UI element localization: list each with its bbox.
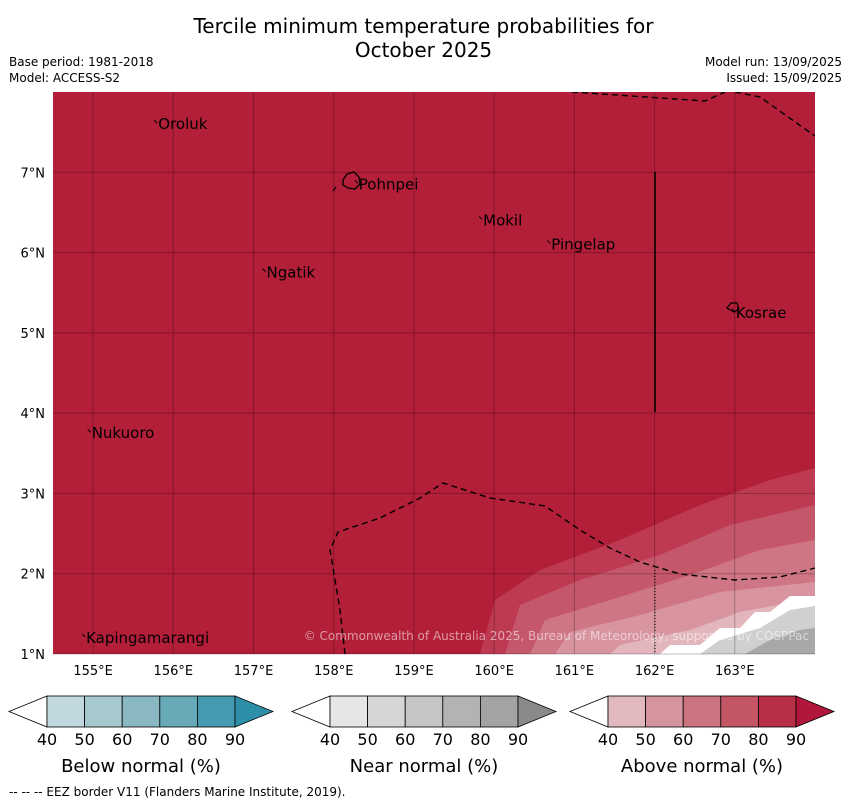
lon-tick-label: 163°E <box>715 664 755 679</box>
colorbar-tick-label: 40 <box>598 730 618 749</box>
colorbar-tick-label: 80 <box>470 730 490 749</box>
colorbar-segment <box>121 695 161 728</box>
colorbar-right-arrow <box>517 695 558 728</box>
colorbar-segment <box>46 695 85 728</box>
colorbar-tick-label: 60 <box>395 730 415 749</box>
title-line-2: October 2025 <box>354 38 493 62</box>
colorbar-segment <box>404 695 444 728</box>
model-run-text: Model run: 13/09/2025 <box>704 55 842 69</box>
place-marker <box>262 268 266 272</box>
issued-text: Issued: 15/09/2025 <box>726 71 842 85</box>
lat-tick-label: 3°N <box>21 487 46 502</box>
colorbar-tick-label: 70 <box>150 730 170 749</box>
colorbar-tick-label: 40 <box>320 730 340 749</box>
colorbar-segment <box>442 695 481 728</box>
colorbar-left-arrow <box>7 695 48 728</box>
colorbar-segment <box>329 695 368 728</box>
lat-tick-label: 6°N <box>21 247 46 262</box>
place-label: Ngatik <box>267 264 316 282</box>
meta-right: Model run: 13/09/2025 Issued: 15/09/2025 <box>705 54 842 86</box>
colorbar-right-arrow <box>795 695 836 728</box>
eez-footnote: -- -- -- EEZ border V11 (Flanders Marine… <box>9 785 346 799</box>
lon-tick-label: 160°E <box>474 664 514 679</box>
copyright-text: © Commonwealth of Australia 2025, Bureau… <box>304 629 809 643</box>
colorbar-segment <box>196 695 236 728</box>
eez-border <box>329 482 815 654</box>
eez-border <box>734 92 815 137</box>
colorbar-segment <box>607 695 646 728</box>
near-normal-shading-2 <box>745 628 815 654</box>
colorbar-label: Near normal (%) <box>350 756 499 777</box>
colorbar-label: Above normal (%) <box>621 756 783 777</box>
place-marker <box>81 633 86 638</box>
colorbar-tick-label: 90 <box>786 730 806 749</box>
lat-tick-label: 7°N <box>21 166 46 181</box>
base-period-text: Base period: 1981-2018 <box>9 55 154 69</box>
colorbar-tick-label: 60 <box>673 730 693 749</box>
lon-tick-label: 155°E <box>73 664 113 679</box>
probability-shading <box>480 468 815 654</box>
lon-tick-label: 156°E <box>154 664 194 679</box>
lon-tick-label: 161°E <box>555 664 595 679</box>
meta-left: Base period: 1981-2018 Model: ACCESS-S2 <box>9 54 154 86</box>
colorbar-left-arrow <box>568 695 609 728</box>
colorbar-segment <box>367 695 406 728</box>
colorbar-segment <box>479 695 519 728</box>
colorbar-label: Below normal (%) <box>61 756 221 777</box>
place-marker <box>478 216 483 220</box>
place-marker <box>153 119 158 124</box>
lat-tick-label: 2°N <box>21 568 46 583</box>
lon-tick-label: 162°E <box>635 664 675 679</box>
place-label: Oroluk <box>158 115 207 133</box>
colorbar-segment <box>682 695 722 728</box>
eez-border <box>571 92 726 102</box>
colorbar-tick-label: 70 <box>711 730 731 749</box>
colorbar-tick-label: 50 <box>635 730 655 749</box>
lat-tick-label: 5°N <box>21 327 46 342</box>
colorbar-segment <box>645 695 684 728</box>
colorbar-tick-label: 90 <box>225 730 245 749</box>
colorbar-tick-label: 60 <box>112 730 132 749</box>
model-text: Model: ACCESS-S2 <box>9 71 121 85</box>
colorbar-tick-label: 80 <box>748 730 768 749</box>
lon-tick-label: 157°E <box>234 664 274 679</box>
place-label: Kapingamarangi <box>86 629 209 647</box>
lat-tick-label: 4°N <box>21 407 46 422</box>
place-label: Mokil <box>483 211 522 229</box>
colorbar-segment <box>159 695 198 728</box>
colorbar-tick-label: 40 <box>37 730 57 749</box>
kosrae-island-outline <box>726 302 740 313</box>
title-line-1: Tercile minimum temperature probabilitie… <box>193 14 654 38</box>
place-marker <box>87 428 92 433</box>
colorbar-tick-label: 70 <box>433 730 453 749</box>
colorbar-right-arrow <box>234 695 275 728</box>
place-label: Pohnpei <box>359 175 419 193</box>
place-marker <box>731 308 736 313</box>
colorbar-segment <box>84 695 123 728</box>
colorbar-tick-label: 50 <box>357 730 377 749</box>
colorbar-tick-label: 90 <box>508 730 528 749</box>
lon-tick-label: 158°E <box>314 664 354 679</box>
pohnpei-island-outline <box>342 171 361 190</box>
place-label: Pingelap <box>551 236 615 254</box>
colorbar-segment <box>720 695 759 728</box>
colorbar-tick-label: 50 <box>74 730 94 749</box>
colorbar-left-arrow <box>290 695 331 728</box>
map-title: Tercile minimum temperature probabilitie… <box>0 14 850 62</box>
ant-atoll-mark <box>332 186 337 192</box>
colorbar-segment <box>758 695 797 728</box>
place-label: Nukuoro <box>92 424 155 442</box>
lat-tick-label: 1°N <box>21 648 46 663</box>
place-label: Kosrae <box>736 304 787 322</box>
place-marker <box>546 240 551 244</box>
colorbar-tick-label: 80 <box>187 730 207 749</box>
place-marker <box>354 179 359 184</box>
lon-tick-label: 159°E <box>394 664 434 679</box>
